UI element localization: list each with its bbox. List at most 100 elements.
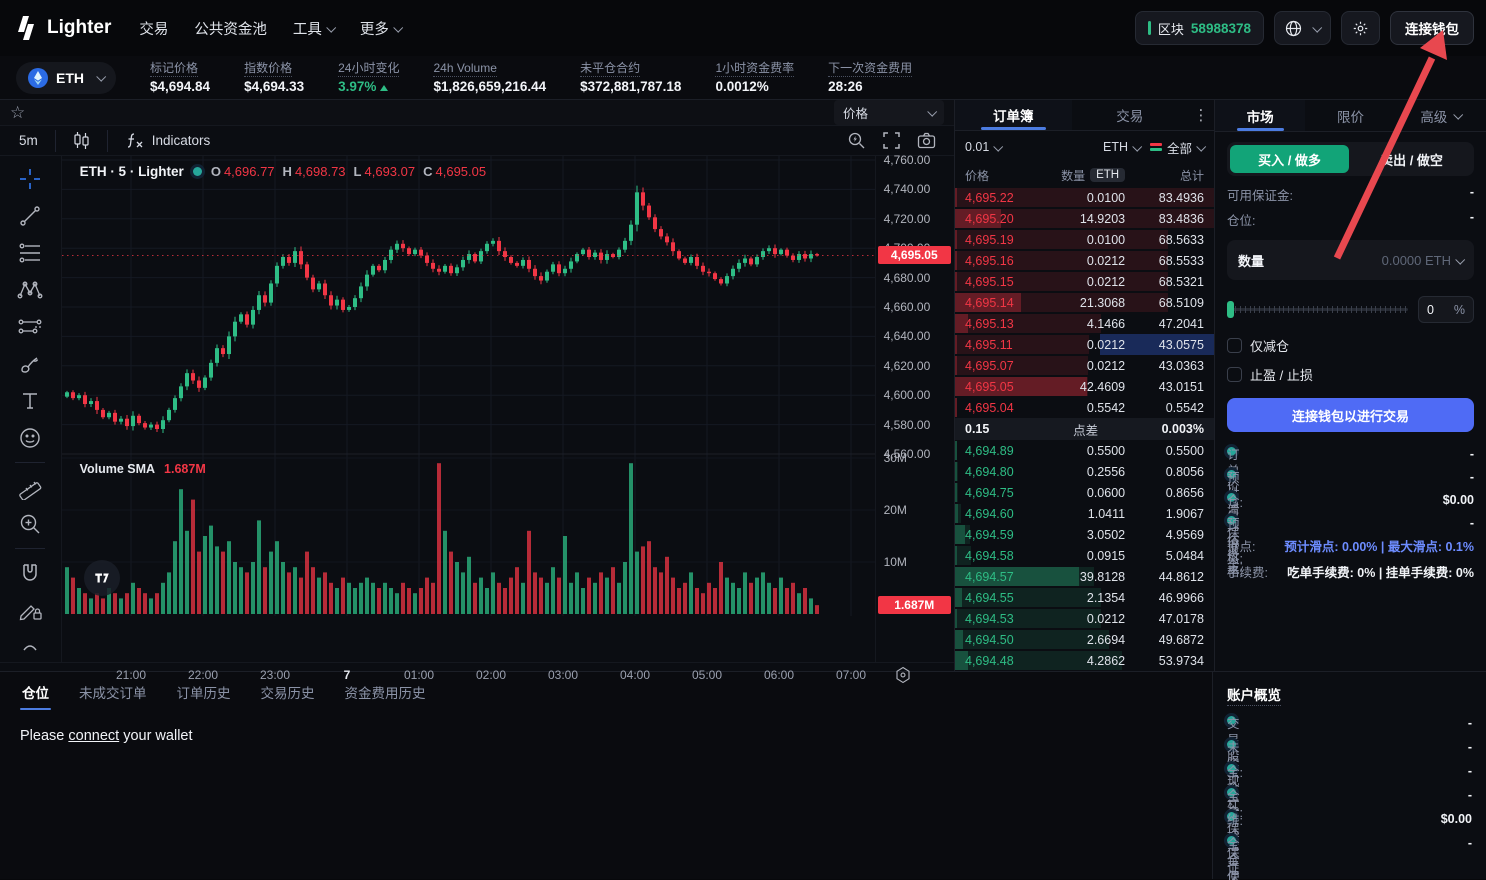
- depth-size-bar: [955, 230, 958, 250]
- order-type-tab-限价[interactable]: 限价: [1336, 109, 1364, 125]
- more-tools-icon[interactable]: [13, 632, 47, 662]
- unit-dropdown[interactable]: ETH: [1103, 140, 1143, 154]
- interval-button[interactable]: 5m: [19, 133, 38, 148]
- tpsl-checkbox[interactable]: 止盈 / 止损: [1227, 365, 1474, 384]
- ask-row[interactable]: 4,695.07 0.0212 43.0363: [955, 355, 1214, 376]
- size-cell: 0.0212: [1086, 253, 1126, 268]
- bid-row[interactable]: 4,694.89 0.5500 0.5500: [955, 440, 1214, 461]
- bid-row[interactable]: 4,694.80 0.2556 0.8056: [955, 461, 1214, 482]
- ask-row[interactable]: 4,695.04 0.5542 0.5542: [955, 397, 1214, 418]
- xabcd-pattern-icon[interactable]: [13, 275, 47, 305]
- bottom-section: 仓位 未成交订单 订单历史 交易历史 资金费用历史 Please connect you…: [0, 672, 1486, 880]
- nav-item-公共资金池[interactable]: 公共资金池: [194, 21, 267, 38]
- price-axis[interactable]: 4,760.004,740.004,720.004,700.004,680.00…: [874, 153, 954, 662]
- slider-handle[interactable]: [1227, 301, 1234, 318]
- orderbook-tab-交易[interactable]: 交易: [1116, 109, 1144, 125]
- order-type-tab-市场[interactable]: 市场: [1215, 100, 1306, 131]
- fx-icon: [127, 133, 143, 148]
- account-overview-title: 账户概览: [1227, 684, 1281, 706]
- slider-tick: [1307, 306, 1309, 313]
- slippage-values[interactable]: 预计滑点: 0.00% | 最大滑点: 0.1%: [1284, 540, 1474, 554]
- emoji-icon[interactable]: [13, 423, 47, 453]
- chart-source-dropdown[interactable]: 价格: [834, 100, 944, 125]
- slider-tick: [1336, 306, 1338, 313]
- bid-row[interactable]: 4,694.50 2.6694 49.6872: [955, 629, 1214, 650]
- nav-item-工具[interactable]: 工具: [293, 18, 337, 39]
- brand[interactable]: Lighter: [16, 15, 111, 41]
- bid-row[interactable]: 4,694.57 39.8128 44.8612: [955, 566, 1214, 587]
- ask-row[interactable]: 4,695.22 0.0100 83.4936: [955, 187, 1214, 208]
- crosshair-icon[interactable]: [13, 164, 47, 194]
- symbol-selector[interactable]: ETH: [16, 61, 116, 94]
- volume-sma-label: Volume SMA: [79, 462, 156, 476]
- depth-size-bar: [955, 251, 958, 271]
- candle-style-button[interactable]: [64, 126, 99, 155]
- zoom-in-icon[interactable]: [13, 509, 47, 539]
- bid-row[interactable]: 4,694.48 4.2862 53.9734: [955, 650, 1214, 671]
- language-button[interactable]: [1274, 11, 1331, 45]
- ask-row[interactable]: 4,695.05 42.4609 43.0151: [955, 376, 1214, 397]
- reduce-only-checkbox[interactable]: 仅减仓: [1227, 336, 1474, 355]
- bottom-tab-仓位[interactable]: 仓位: [20, 674, 51, 710]
- fullscreen-icon[interactable]: [882, 131, 901, 150]
- nav-item-交易[interactable]: 交易: [139, 21, 169, 38]
- text-icon[interactable]: [13, 386, 47, 416]
- bid-row[interactable]: 4,694.59 3.0502 4.9569: [955, 524, 1214, 545]
- brush-icon[interactable]: [13, 349, 47, 379]
- tradingview-logo[interactable]: [83, 560, 120, 596]
- depth-size-bar: [955, 483, 958, 502]
- axis-settings-icon[interactable]: [894, 666, 912, 684]
- ask-row[interactable]: 4,695.13 4.1466 47.2041: [955, 313, 1214, 334]
- quick-search-icon[interactable]: [847, 131, 866, 150]
- tick-size-dropdown[interactable]: 0.01: [965, 140, 1004, 154]
- orderbook-tab-订单簿[interactable]: 订单簿: [955, 100, 1072, 131]
- connect-wallet-button[interactable]: 连接钱包: [1390, 11, 1474, 45]
- amount-input[interactable]: 数量 0.0000 ETH: [1227, 240, 1474, 280]
- forecast-icon[interactable]: [13, 312, 47, 342]
- connect-wallet-trade-button[interactable]: 连接钱包以进行交易: [1227, 398, 1474, 432]
- buy-long-button[interactable]: 买入 / 做多: [1230, 145, 1349, 173]
- favorite-star-icon[interactable]: ☆: [10, 102, 26, 122]
- time-axis[interactable]: 21:00 22:00 23:00 7 01:00 02:00 03:00 04:00 05:0…: [0, 662, 954, 684]
- settings-button[interactable]: [1341, 11, 1380, 45]
- bids-list: 4,694.89 0.5500 0.5500 4,694.80 0.2556 0.8056…: [955, 440, 1214, 671]
- size-cell: 2.6694: [1086, 632, 1126, 647]
- bottom-tab-未成交订单[interactable]: 未成交订单: [79, 686, 147, 701]
- nav-item-更多[interactable]: 更多: [360, 18, 404, 39]
- fib-retracement-icon[interactable]: [13, 238, 47, 268]
- bottom-tab-订单历史[interactable]: 订单历史: [176, 686, 231, 701]
- indicators-button[interactable]: Indicators: [116, 127, 220, 154]
- bid-row[interactable]: 4,694.60 1.0411 1.9067: [955, 503, 1214, 524]
- trend-line-icon[interactable]: [13, 201, 47, 231]
- percent-input[interactable]: 0%: [1418, 296, 1474, 323]
- chart-plot[interactable]: ETH · 5 · Lighter O 4,696.77 H 4,698.73 L 4,6…: [61, 156, 875, 616]
- sell-short-button[interactable]: 卖出 / 做空: [1352, 145, 1471, 173]
- orderbook-menu-icon[interactable]: ⋮: [1193, 107, 1209, 125]
- time-tick: 03:00: [547, 668, 579, 682]
- ask-row[interactable]: 4,695.14 21.3068 68.5109: [955, 292, 1214, 313]
- ask-row[interactable]: 4,695.16 0.0212 68.5533: [955, 250, 1214, 271]
- ask-row[interactable]: 4,695.19 0.0100 68.5633: [955, 229, 1214, 250]
- ask-row[interactable]: 4,695.15 0.0212 68.5321: [955, 271, 1214, 292]
- drawing-lock-icon[interactable]: [13, 595, 47, 625]
- chevron-down-icon: [993, 141, 1004, 152]
- book-view-dropdown[interactable]: 全部: [1149, 138, 1207, 157]
- slider-tick: [1302, 306, 1304, 313]
- ask-row[interactable]: 4,695.11 0.0212 43.0575: [955, 334, 1214, 356]
- size-slider[interactable]: [1227, 301, 1408, 319]
- order-type-tab-高级[interactable]: 高级: [1396, 100, 1486, 131]
- block-number: 58988378: [1190, 20, 1251, 36]
- block-indicator[interactable]: 区块 58988378: [1134, 11, 1264, 45]
- ruler-icon[interactable]: [13, 472, 47, 502]
- magnet-icon[interactable]: [13, 558, 47, 588]
- bottom-tab-交易历史[interactable]: 交易历史: [260, 686, 315, 701]
- bid-row[interactable]: 4,694.75 0.0600 0.8656: [955, 482, 1214, 503]
- bid-row[interactable]: 4,694.55 2.1354 46.9966: [955, 587, 1214, 608]
- connect-link[interactable]: connect: [68, 728, 120, 744]
- camera-icon[interactable]: [917, 132, 936, 149]
- bottom-tab-资金费用历史[interactable]: 资金费用历史: [344, 686, 426, 701]
- ask-row[interactable]: 4,695.20 14.9203 83.4836: [955, 208, 1214, 229]
- bid-row[interactable]: 4,694.58 0.0915 5.0484: [955, 545, 1214, 566]
- bid-row[interactable]: 4,694.53 0.0212 47.0178: [955, 608, 1214, 629]
- slider-tick: [1244, 306, 1246, 313]
